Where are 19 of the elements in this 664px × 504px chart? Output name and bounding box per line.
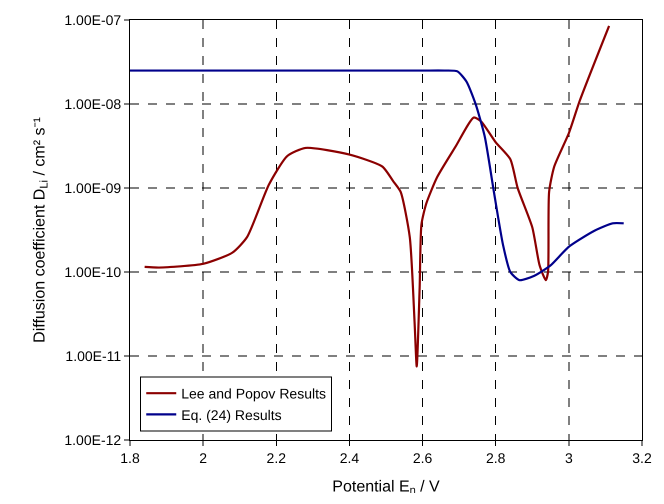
x-tick-label: 2 [199, 450, 208, 466]
y-tick-label: 1.00E-12 [64, 432, 122, 448]
line-series [144, 24, 610, 368]
y-tick-label: 1.00E-10 [64, 264, 122, 280]
x-tick-label: 2.8 [486, 450, 506, 466]
y-tick-label: 1.00E-09 [64, 180, 122, 196]
x-tick-label: 1.8 [120, 450, 140, 466]
y-tick-label: 1.00E-11 [65, 348, 122, 364]
x-tick-label: 2.4 [340, 450, 360, 466]
y-tick-label: 1.00E-07 [64, 12, 122, 28]
y-tick-label: 1.00E-08 [64, 96, 122, 112]
x-tick-label: 3.2 [632, 450, 652, 466]
x-tick-label: 2.2 [266, 450, 286, 466]
x-tick-label: 2.6 [412, 450, 433, 466]
legend-label: Eq. (24) Results [181, 406, 282, 423]
x-axis-title: Potential Eₙ / V [332, 478, 440, 496]
line-series [130, 69, 625, 282]
legend-label: Lee and Popov Results [181, 386, 326, 402]
x-tick-label: 3 [564, 450, 573, 466]
